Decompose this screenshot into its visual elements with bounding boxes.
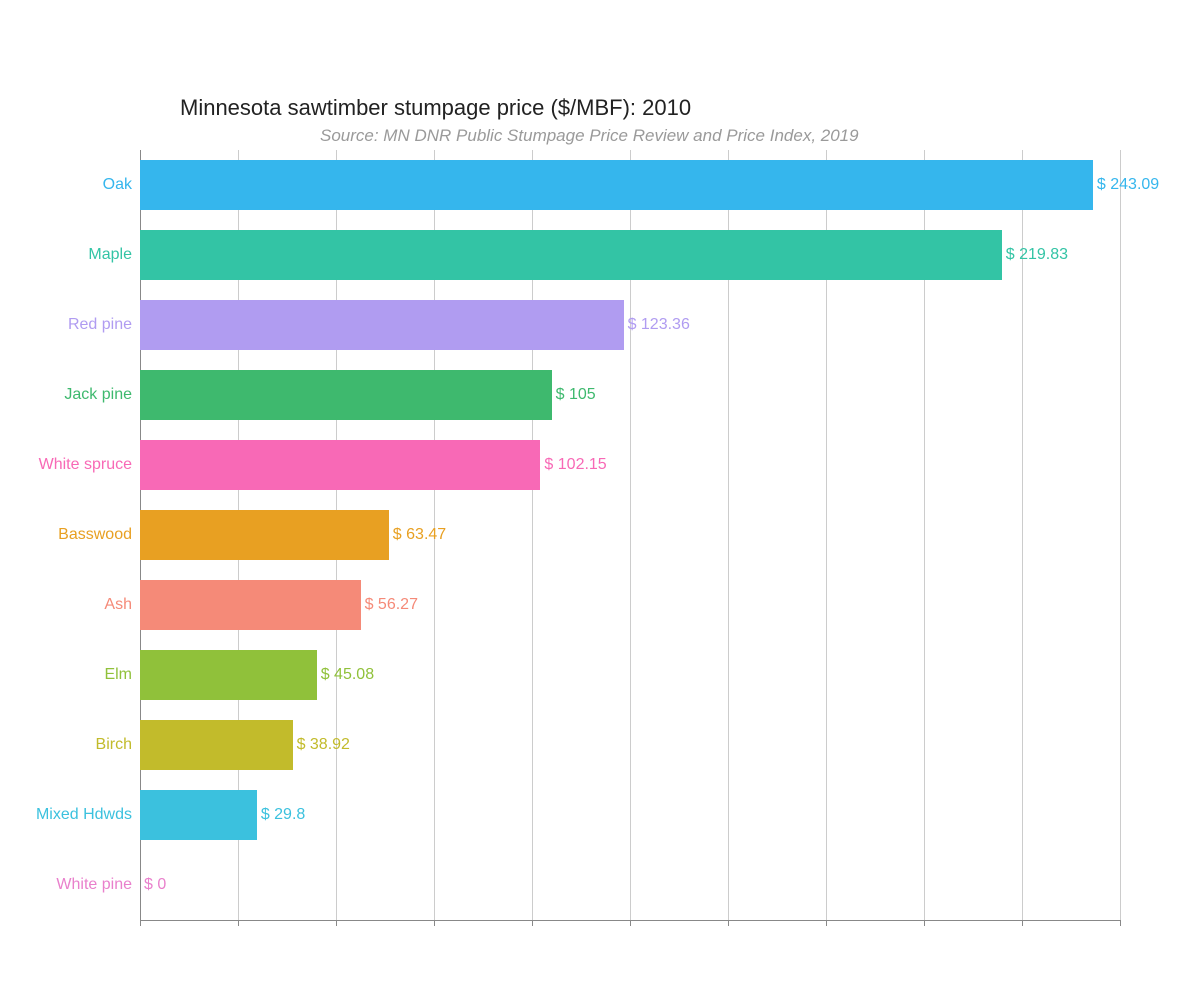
y-category-label: Oak [0, 176, 132, 194]
bar-value-label: $ 105 [556, 386, 596, 404]
y-category-label: White spruce [0, 456, 132, 474]
chart-subtitle: Source: MN DNR Public Stumpage Price Rev… [320, 126, 859, 146]
bar-value-label: $ 123.36 [628, 316, 690, 334]
bar-value-label: $ 102.15 [544, 456, 606, 474]
bar [140, 790, 257, 840]
plot-area: $ 243.09$ 219.83$ 123.36$ 105$ 102.15$ 6… [140, 150, 1120, 920]
bar-value-label: $ 29.8 [261, 806, 305, 824]
bar-value-label: $ 38.92 [297, 736, 350, 754]
y-category-label: Ash [0, 596, 132, 614]
x-axis-line [140, 920, 1120, 921]
bar [140, 720, 293, 770]
bar [140, 510, 389, 560]
y-category-label: Basswood [0, 526, 132, 544]
bar [140, 650, 317, 700]
stumpage-price-chart: Minnesota sawtimber stumpage price ($/MB… [0, 0, 1200, 1000]
bar [140, 230, 1002, 280]
gridline [1120, 150, 1121, 920]
x-tick [1120, 920, 1121, 926]
y-category-label: Red pine [0, 316, 132, 334]
y-category-label: Maple [0, 246, 132, 264]
y-category-label: White pine [0, 876, 132, 894]
chart-title: Minnesota sawtimber stumpage price ($/MB… [180, 95, 691, 121]
bar [140, 370, 552, 420]
gridline [1022, 150, 1023, 920]
y-category-label: Birch [0, 736, 132, 754]
bar [140, 300, 624, 350]
bar-value-label: $ 219.83 [1006, 246, 1068, 264]
bar-value-label: $ 45.08 [321, 666, 374, 684]
bar-value-label: $ 243.09 [1097, 176, 1159, 194]
bar [140, 440, 540, 490]
y-category-label: Elm [0, 666, 132, 684]
bar-value-label: $ 0 [144, 876, 166, 894]
bar-value-label: $ 56.27 [365, 596, 418, 614]
y-category-label: Mixed Hdwds [0, 806, 132, 824]
bar [140, 580, 361, 630]
bar [140, 160, 1093, 210]
bar-value-label: $ 63.47 [393, 526, 446, 544]
y-category-label: Jack pine [0, 386, 132, 404]
